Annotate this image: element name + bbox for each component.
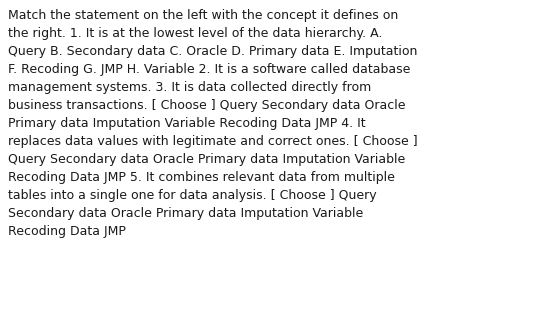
Text: Match the statement on the left with the concept it defines on
the right. 1. It : Match the statement on the left with the… xyxy=(8,9,418,238)
